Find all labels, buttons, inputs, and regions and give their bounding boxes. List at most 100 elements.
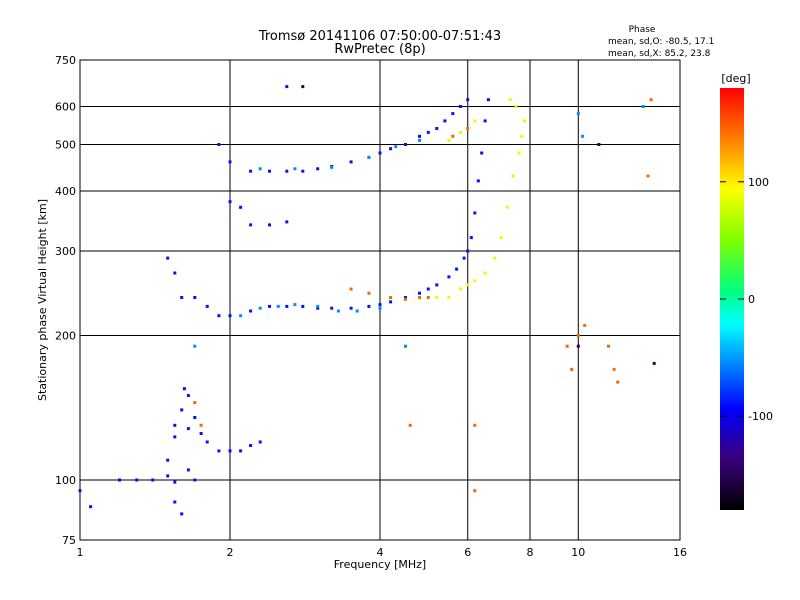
- data-point: [389, 300, 393, 304]
- data-point: [404, 297, 407, 301]
- data-point: [258, 440, 262, 444]
- data-point: [193, 344, 197, 348]
- data-point: [199, 432, 203, 435]
- data-point: [182, 387, 186, 391]
- x-tick-label: 4: [377, 546, 384, 559]
- data-point: [186, 427, 190, 431]
- x-tick-label: 10: [571, 546, 585, 559]
- data-point: [199, 423, 203, 427]
- data-point: [336, 309, 340, 313]
- data-point: [239, 449, 243, 453]
- phase-stats-header: Phase: [629, 25, 656, 35]
- data-point: [249, 309, 253, 313]
- data-point: [523, 119, 526, 123]
- data-point: [576, 344, 580, 348]
- data-point: [78, 489, 82, 493]
- x-tick-label: 1: [77, 546, 84, 559]
- data-point: [378, 306, 382, 310]
- data-point: [293, 167, 297, 171]
- data-point: [466, 283, 470, 287]
- data-point: [330, 165, 334, 169]
- data-point: [367, 304, 371, 308]
- data-point: [349, 160, 353, 164]
- data-point: [228, 314, 232, 318]
- data-point: [349, 287, 353, 291]
- data-point: [173, 500, 177, 504]
- data-point: [301, 169, 305, 173]
- data-point: [89, 505, 93, 509]
- data-point: [268, 169, 271, 173]
- data-point: [180, 512, 184, 516]
- data-point: [217, 143, 221, 146]
- data-point: [649, 98, 653, 102]
- data-point: [173, 480, 177, 484]
- data-point: [458, 287, 462, 291]
- data-point: [462, 256, 466, 260]
- data-point: [205, 304, 209, 308]
- x-tick-label: 2: [227, 546, 234, 559]
- data-point: [389, 147, 393, 151]
- data-point: [249, 169, 253, 173]
- grid-lines: [80, 60, 680, 540]
- x-tick-label: 6: [464, 546, 471, 559]
- data-point: [480, 151, 484, 155]
- colorbar-label: [deg]: [721, 72, 750, 85]
- data-point: [285, 220, 289, 224]
- data-point: [404, 296, 407, 299]
- data-point: [193, 296, 197, 299]
- data-point: [418, 296, 421, 299]
- data-point: [455, 267, 459, 271]
- data-point: [258, 306, 262, 310]
- data-point: [173, 435, 177, 439]
- data-point: [616, 380, 620, 384]
- data-point: [652, 361, 656, 365]
- chart-subtitle: RwPretec (8p): [334, 42, 425, 57]
- data-point: [389, 296, 393, 299]
- data-point: [581, 134, 585, 138]
- data-point: [186, 394, 190, 397]
- data-point: [228, 160, 232, 164]
- data-point: [180, 296, 184, 299]
- colorbar-tick-label: 0: [748, 293, 755, 306]
- data-point: [517, 151, 521, 155]
- y-tick-label: 600: [55, 101, 76, 114]
- data-point: [418, 134, 421, 138]
- data-point: [394, 145, 398, 149]
- data-point: [641, 105, 645, 108]
- data-point: [378, 151, 382, 155]
- data-point: [239, 205, 243, 209]
- data-point: [378, 303, 382, 307]
- data-point: [473, 279, 477, 283]
- data-point: [217, 449, 221, 453]
- data-point: [511, 174, 515, 178]
- data-point: [458, 130, 462, 134]
- data-point: [486, 98, 490, 102]
- data-point: [443, 119, 447, 123]
- data-point: [447, 275, 451, 279]
- data-point: [435, 283, 439, 287]
- data-point: [228, 200, 232, 204]
- data-point: [135, 478, 139, 482]
- data-point: [565, 344, 569, 348]
- data-point: [293, 303, 297, 307]
- data-point: [476, 179, 480, 183]
- data-point: [355, 309, 359, 313]
- data-point: [493, 256, 497, 260]
- data-point: [205, 440, 209, 444]
- data-point: [451, 112, 455, 116]
- data-point: [458, 105, 462, 108]
- x-axis-label: Frequency [MHz]: [334, 558, 426, 571]
- data-point: [576, 112, 580, 116]
- data-point: [508, 98, 512, 102]
- data-point: [483, 119, 487, 123]
- data-point: [426, 287, 430, 291]
- data-point: [466, 98, 470, 102]
- data-point: [285, 169, 289, 173]
- phase-stats-x: mean, sd,X: 85.2, 23.8: [608, 49, 711, 59]
- data-point: [249, 444, 253, 447]
- data-point: [469, 236, 473, 240]
- data-point: [473, 489, 477, 493]
- data-point: [418, 291, 421, 295]
- y-tick-label: 200: [55, 330, 76, 343]
